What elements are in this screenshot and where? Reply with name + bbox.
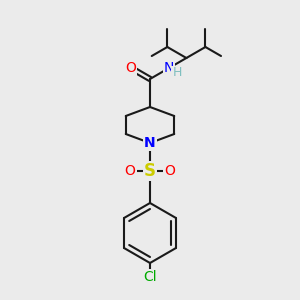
Text: O: O — [124, 164, 135, 178]
Text: H: H — [172, 67, 182, 80]
Text: N: N — [164, 61, 174, 75]
Text: Cl: Cl — [143, 270, 157, 284]
Text: O: O — [125, 61, 136, 75]
Text: N: N — [144, 136, 156, 150]
Text: O: O — [165, 164, 176, 178]
Text: S: S — [144, 162, 156, 180]
